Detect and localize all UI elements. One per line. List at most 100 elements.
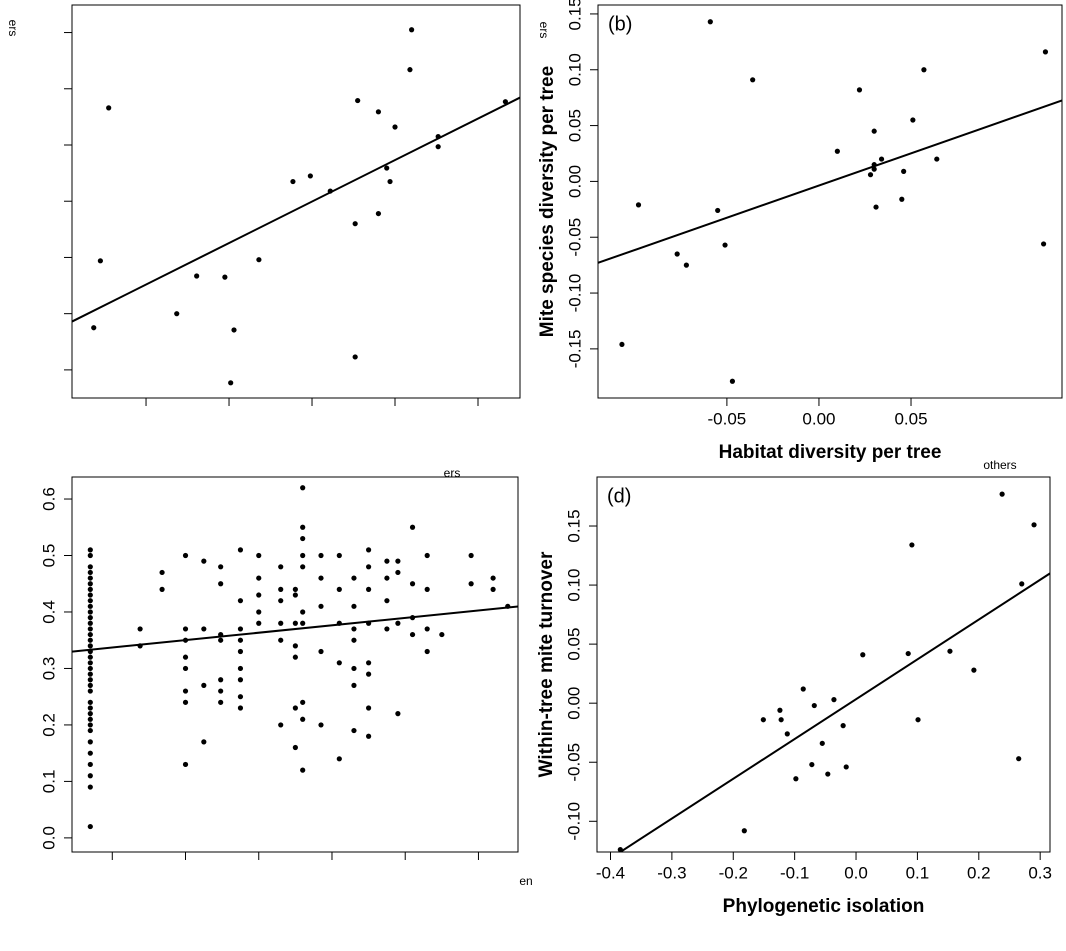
point	[375, 109, 382, 115]
point	[194, 273, 200, 279]
point	[971, 667, 977, 673]
point	[395, 711, 401, 717]
point	[87, 598, 93, 604]
point	[87, 823, 93, 830]
x-axis-label: Phylogenetic isolation	[723, 896, 925, 917]
point	[278, 598, 284, 604]
point	[366, 671, 372, 677]
x-tick-label: -0.05	[708, 409, 747, 428]
point	[715, 207, 721, 214]
point	[87, 727, 93, 734]
y-tick-label: 0.15	[564, 509, 583, 542]
point	[300, 620, 306, 626]
fragment: ers	[537, 22, 551, 39]
point	[87, 564, 93, 570]
point	[387, 178, 393, 185]
point	[87, 671, 93, 677]
point	[1016, 756, 1022, 762]
y-tick-label: 0.05	[564, 628, 583, 661]
point	[825, 771, 831, 777]
point	[256, 575, 262, 581]
point	[87, 716, 93, 722]
point	[231, 327, 237, 333]
fragment: en	[519, 874, 532, 888]
fit-line	[598, 99, 1062, 264]
point	[106, 105, 112, 111]
point	[307, 173, 313, 179]
point	[237, 694, 244, 700]
x-tick-label: 0.3	[1028, 863, 1052, 882]
point	[87, 609, 93, 615]
point	[375, 210, 382, 217]
point	[915, 717, 921, 723]
point	[860, 652, 866, 658]
point	[395, 558, 401, 564]
point	[909, 542, 915, 548]
plot-area	[617, 491, 1050, 852]
point	[351, 603, 357, 609]
point	[87, 688, 93, 694]
point	[355, 97, 361, 104]
point	[409, 27, 415, 33]
point	[87, 705, 93, 711]
fit-line	[618, 572, 1050, 852]
plot-box	[71, 4, 521, 399]
point	[300, 485, 306, 491]
y-tick-label: 0.2	[39, 713, 58, 737]
point	[899, 196, 905, 202]
point	[87, 581, 93, 587]
point	[87, 739, 93, 745]
point	[91, 325, 97, 331]
point	[793, 776, 799, 782]
point	[831, 697, 837, 703]
y-tick-label: 0.3	[39, 657, 58, 681]
point	[1042, 49, 1049, 55]
point	[218, 688, 224, 694]
point	[87, 547, 93, 553]
point	[351, 575, 357, 581]
point	[856, 87, 863, 93]
point	[237, 648, 244, 655]
point	[87, 699, 93, 705]
point	[256, 620, 262, 626]
point	[777, 707, 783, 713]
y-tick-label: -0.15	[565, 330, 584, 369]
point	[228, 380, 234, 386]
point	[760, 717, 766, 723]
point	[384, 558, 390, 564]
point	[784, 731, 790, 737]
panel-label: (d)	[607, 485, 631, 507]
y-tick-label: 0.4	[39, 600, 58, 624]
point	[395, 569, 401, 576]
point	[336, 756, 342, 762]
point	[352, 354, 358, 360]
fit-line	[72, 96, 520, 323]
point	[366, 547, 372, 553]
point	[278, 620, 284, 626]
point	[87, 722, 93, 728]
point	[292, 643, 298, 649]
point	[750, 77, 756, 83]
point	[1031, 522, 1037, 528]
point	[292, 592, 298, 598]
point	[87, 682, 93, 688]
point	[409, 631, 416, 638]
fit-line	[72, 605, 518, 653]
point	[300, 535, 306, 542]
point	[292, 705, 298, 711]
point	[366, 733, 372, 739]
point	[237, 637, 244, 643]
point	[947, 648, 953, 654]
point	[871, 128, 877, 134]
point	[999, 491, 1005, 497]
point	[300, 609, 306, 615]
point	[278, 637, 284, 643]
point	[201, 558, 207, 564]
point	[351, 665, 357, 672]
x-tick-label: 0.00	[802, 409, 835, 428]
point	[674, 251, 680, 257]
point	[256, 592, 262, 598]
panel-label: (b)	[608, 13, 632, 35]
point	[201, 739, 207, 745]
